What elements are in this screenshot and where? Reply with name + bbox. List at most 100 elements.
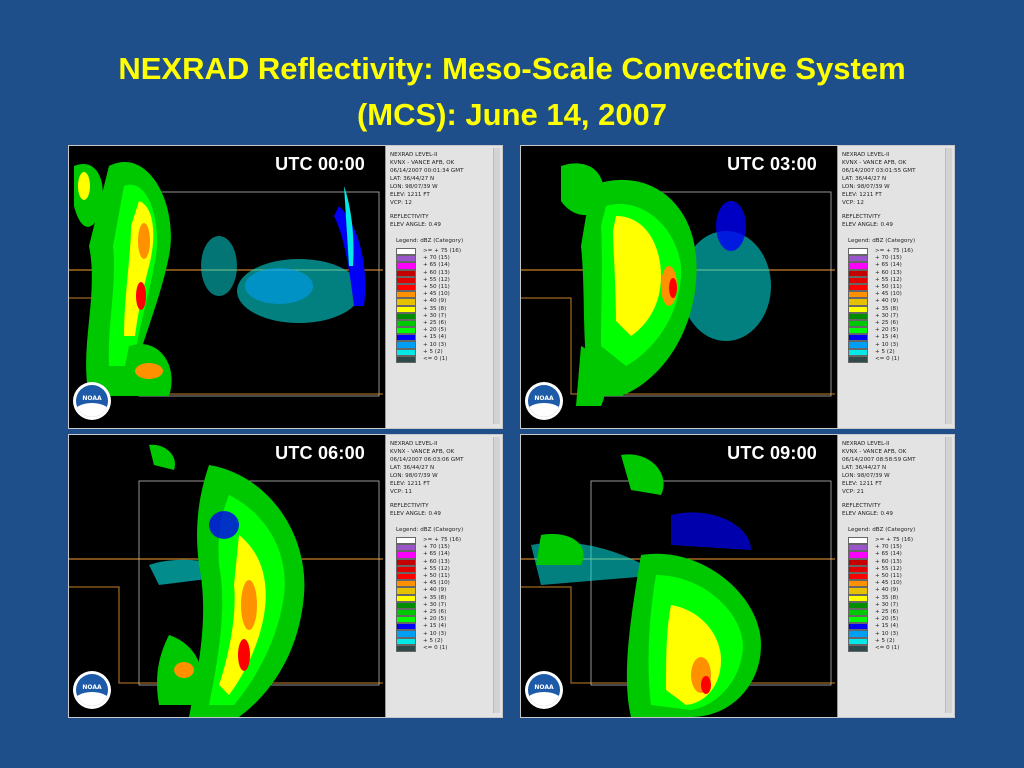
legend-swatch [848, 348, 868, 356]
legend-swatch [396, 616, 416, 624]
header-line: LAT: 36/44/27 N [390, 465, 435, 471]
info-sidebar: NEXRAD LEVEL-II KVNX - VANCE AFB, OK 06/… [837, 146, 954, 428]
legend-swatch [396, 327, 416, 335]
legend-label: + 15 (4) [875, 334, 899, 341]
product-line: REFLECTIVITY [842, 503, 881, 509]
legend-label: + 30 (7) [423, 312, 447, 319]
dbz-legend: Legend: dBZ (Category) >= + 75 (16) + 70 … [396, 526, 500, 652]
legend-swatch [396, 269, 416, 277]
legend-swatch [848, 276, 868, 284]
header-line: LON: 98/07/39 W [842, 473, 890, 479]
legend-row: + 15 (4) [396, 623, 500, 631]
legend-label: + 60 (13) [423, 558, 450, 565]
legend-row: + 10 (3) [848, 630, 952, 638]
legend-row: >= + 75 (16) [396, 248, 500, 256]
noaa-logo-text: NOAA [82, 395, 102, 402]
legend-swatch [396, 580, 416, 588]
legend-swatch [848, 572, 868, 581]
radar-panel-utc-0900: UTC 09:00 NOAA NEXRAD LEVEL-II KVNX - VA… [520, 434, 955, 718]
sidebar-scrollbar[interactable] [945, 148, 952, 424]
legend-label: + 60 (13) [423, 269, 450, 276]
title-line-1: NEXRAD Reflectivity: Meso-Scale Convecti… [118, 51, 906, 86]
legend-row: + 55 (12) [848, 276, 952, 284]
legend-label: >= + 75 (16) [423, 248, 461, 255]
legend-swatch [848, 334, 868, 342]
product-line: ELEV ANGLE: 0.49 [390, 222, 441, 228]
legend-row: + 10 (3) [848, 341, 952, 349]
legend-row: + 70 (15) [848, 544, 952, 552]
legend-row: + 5 (2) [396, 637, 500, 645]
legend-row: + 50 (11) [396, 283, 500, 292]
legend-label: + 35 (8) [875, 305, 899, 312]
radar-image: UTC 03:00 NOAA [521, 146, 835, 428]
legend-row: + 70 (15) [396, 544, 500, 552]
legend-row: + 40 (9) [848, 587, 952, 595]
legend-label: + 25 (6) [875, 608, 899, 615]
legend-swatch [396, 537, 416, 545]
legend-swatch [848, 616, 868, 624]
legend-label: + 10 (3) [423, 630, 447, 637]
header-line: NEXRAD LEVEL-II [842, 152, 890, 158]
noaa-logo-text: NOAA [82, 684, 102, 691]
legend-row: + 55 (12) [848, 565, 952, 573]
noaa-logo: NOAA [73, 671, 111, 709]
legend-swatch [848, 544, 868, 552]
legend-swatch [848, 341, 868, 349]
legend-label: + 35 (8) [423, 594, 447, 601]
legend-row: + 20 (5) [396, 327, 500, 335]
legend-label: + 40 (9) [423, 298, 447, 305]
header-line: VCP: 12 [390, 200, 412, 206]
legend-row: + 50 (11) [848, 283, 952, 292]
legend-row: + 15 (4) [396, 334, 500, 342]
precip-echoes [561, 163, 771, 406]
station-header: NEXRAD LEVEL-II KVNX - VANCE AFB, OK 06/… [390, 151, 498, 207]
sidebar-scrollbar[interactable] [493, 148, 500, 424]
product-line: ELEV ANGLE: 0.49 [842, 511, 893, 517]
legend-title: Legend: dBZ (Category) [396, 238, 464, 244]
legend-label: + 65 (14) [423, 551, 450, 558]
legend-swatch [396, 255, 416, 263]
legend-label: + 40 (9) [875, 298, 899, 305]
legend-swatch [396, 348, 416, 356]
utc-label: UTC 09:00 [727, 443, 817, 463]
sidebar-scrollbar[interactable] [945, 437, 952, 713]
product-info: REFLECTIVITY ELEV ANGLE: 0.49 [390, 213, 498, 229]
precip-echoes [149, 444, 305, 717]
legend-label: + 60 (13) [875, 269, 902, 276]
legend-label: + 70 (15) [423, 255, 450, 262]
legend-row: + 60 (13) [848, 558, 952, 566]
legend-row: <= 0 (1) [848, 355, 952, 363]
legend-label: + 40 (9) [875, 587, 899, 594]
legend-row: + 55 (12) [396, 276, 500, 284]
radar-panel-utc-0600: UTC 06:00 NOAA NEXRAD LEVEL-II KVNX - VA… [68, 434, 503, 718]
legend-label: + 55 (12) [423, 565, 450, 572]
legend-swatch [396, 637, 416, 645]
legend-label: + 30 (7) [875, 601, 899, 608]
legend-label: <= 0 (1) [875, 355, 900, 362]
station-header: NEXRAD LEVEL-II KVNX - VANCE AFB, OK 06/… [842, 151, 950, 207]
sidebar-scrollbar[interactable] [493, 437, 500, 713]
legend-row: + 55 (12) [396, 565, 500, 573]
station-header: NEXRAD LEVEL-II KVNX - VANCE AFB, OK 06/… [842, 440, 950, 496]
header-line: LON: 98/07/39 W [842, 184, 890, 190]
legend-label: + 60 (13) [875, 558, 902, 565]
legend-row: + 65 (14) [396, 551, 500, 559]
legend-label: + 65 (14) [423, 262, 450, 269]
legend-label: + 35 (8) [875, 594, 899, 601]
legend-row: + 65 (14) [848, 262, 952, 270]
legend-row: + 25 (6) [396, 319, 500, 328]
legend-row: >= + 75 (16) [848, 537, 952, 545]
legend-row: + 40 (9) [848, 298, 952, 306]
legend-row: <= 0 (1) [848, 644, 952, 652]
legend-row: + 5 (2) [848, 348, 952, 356]
legend-row: + 70 (15) [848, 255, 952, 263]
legend-swatch [848, 587, 868, 595]
legend-row: + 30 (7) [396, 312, 500, 320]
legend-row: + 35 (8) [396, 594, 500, 602]
product-line: ELEV ANGLE: 0.49 [842, 222, 893, 228]
legend-swatch [396, 608, 416, 617]
precip-echoes [531, 454, 761, 717]
header-line: LAT: 36/44/27 N [390, 176, 435, 182]
legend-label: + 70 (15) [875, 544, 902, 551]
header-line: KVNX - VANCE AFB, OK [390, 449, 455, 455]
